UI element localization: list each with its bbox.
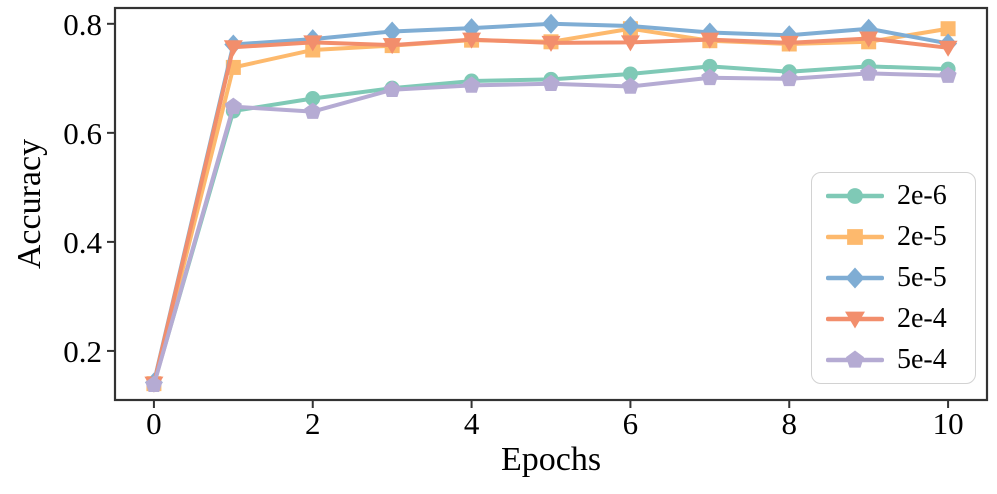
legend-item-2e-5: 2e-5 [812,222,975,252]
legend-label: 5e-5 [897,261,947,293]
x-tick-label: 4 [464,406,480,441]
pentagon-marker [383,80,401,98]
pentagon-marker [463,76,481,93]
legend-item-5e-4: 5e-4 [812,345,975,375]
square-marker [940,21,956,37]
legend: 2e-6 2e-5 5e-5 2e-4 5e-4 [811,172,976,384]
legend-label: 2e-6 [897,180,947,212]
y-tick-label: 0.6 [63,116,102,151]
y-tick-label: 0.4 [63,225,102,260]
triangle-down-marker [303,35,323,52]
y-tick-label: 0.8 [63,7,102,42]
triangle-down-marker [541,35,561,52]
legend-sample-circle [826,188,884,205]
y-axis-label: Accuracy [11,139,48,269]
diamond-marker [621,15,640,36]
legend-sample-diamond [826,267,884,289]
pentagon-marker [145,375,163,393]
pentagon-marker [860,64,878,81]
circle-marker [847,188,863,205]
x-tick-label: 2 [305,406,321,441]
legend-label: 2e-4 [897,302,947,334]
pentagon-marker [780,69,798,87]
legend-item-2e-6: 2e-6 [812,181,975,211]
x-tick-label: 6 [623,406,639,441]
legend-sample-pentagon [826,350,884,368]
circle-marker [305,91,321,107]
x-tick-label: 10 [933,406,964,441]
triangle-down-marker [859,31,879,48]
triangle-down-marker [779,35,799,52]
legend-label: 5e-4 [897,343,947,375]
pentagon-marker [304,102,322,119]
legend-sample-square [826,229,884,246]
square-marker [847,229,863,246]
x-tick-label: 0 [146,406,162,441]
x-axis-label: Epochs [501,441,601,478]
legend-label: 2e-5 [897,221,947,253]
circle-marker [622,66,638,82]
triangle-down-marker [462,32,482,49]
legend-item-2e-4: 2e-4 [812,304,975,334]
pentagon-marker [939,66,957,83]
diamond-marker [542,13,560,34]
legend-item-5e-5: 5e-5 [812,263,975,293]
triangle-down-marker [620,35,640,52]
y-tick-label: 0.2 [63,334,102,369]
diamond-marker [383,21,402,42]
pentagon-marker [542,74,560,92]
triangle-down-marker [700,32,720,49]
triangle-down-marker [382,38,402,55]
triangle-down-marker [845,311,865,329]
triangle-down-marker [223,40,243,57]
triangle-down-marker [938,40,958,57]
diamond-marker [845,267,865,289]
pentagon-marker [224,97,242,114]
x-tick-label: 8 [782,406,798,441]
axes-spines [113,6,989,402]
legend-sample-triangle-down [826,311,884,329]
pentagon-marker [846,350,864,368]
pentagon-marker [621,77,639,94]
pentagon-marker [701,68,719,86]
plot-content: 0 2 4 6 8 10 0.2 0.4 0.6 0.8 [63,6,989,441]
circle-marker [702,58,718,74]
